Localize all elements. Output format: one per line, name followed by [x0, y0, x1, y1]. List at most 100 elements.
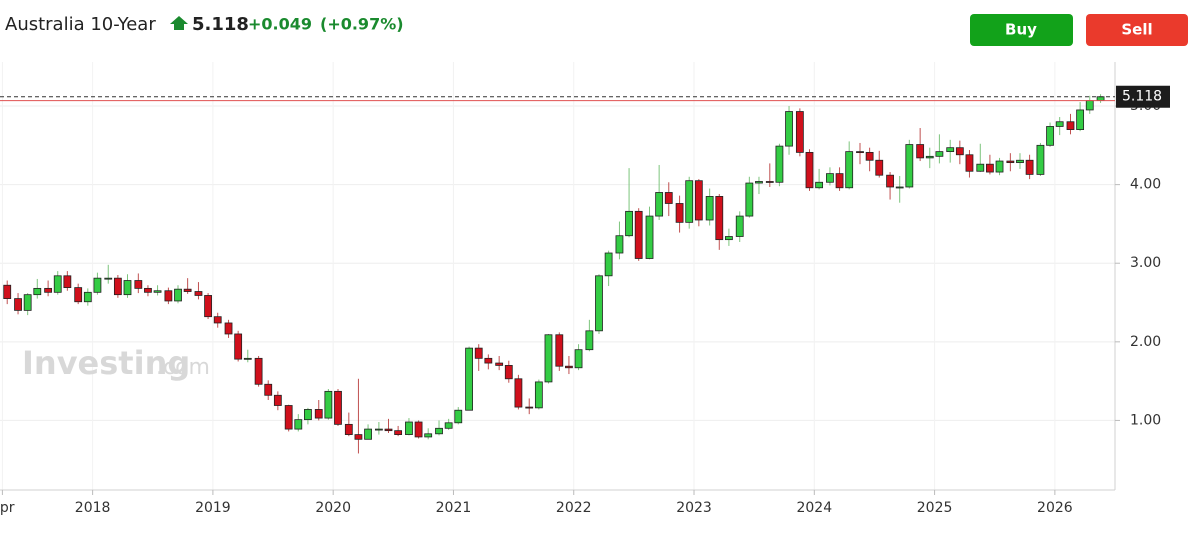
candle-body [856, 151, 864, 154]
candle-body [1006, 160, 1015, 164]
x-tick-label: 2022 [556, 500, 592, 516]
candle-body [254, 357, 263, 385]
candle-body [795, 111, 804, 153]
candle-body [294, 419, 303, 430]
candle-body [925, 155, 934, 159]
candle-body [895, 186, 904, 189]
candle-body [765, 181, 774, 183]
candle-body [134, 280, 143, 289]
candle-body [664, 192, 673, 204]
candle-body [1085, 100, 1094, 111]
candle-body [1055, 121, 1064, 127]
price-change-pct: (+0.97%) [320, 15, 404, 34]
candle-body [604, 252, 613, 277]
candle-body [465, 347, 473, 411]
x-tick-label: 2026 [1037, 500, 1073, 516]
candle-body [986, 163, 994, 173]
candle-body [865, 151, 874, 161]
candle-body [685, 180, 694, 223]
up-arrow [170, 16, 188, 30]
candle-body [93, 277, 102, 293]
x-tick-label: 2023 [676, 500, 712, 516]
y-tick-label: 4.00 [1130, 177, 1161, 193]
candle-body [886, 174, 894, 188]
candle-body [694, 180, 703, 221]
watermark-suffix: .com [156, 355, 210, 380]
buy-button[interactable] [970, 14, 1073, 46]
candle-body [495, 362, 504, 366]
candle-body [615, 235, 624, 254]
candle-body [534, 381, 543, 409]
candle-body [183, 288, 192, 292]
candle-body [1016, 159, 1024, 164]
candle-body [875, 159, 884, 176]
candle-body [44, 287, 53, 293]
watermark-brand: Investing [22, 344, 190, 382]
x-tick-label: Apr [0, 500, 15, 516]
candle-body [273, 394, 282, 406]
candle-body [555, 334, 564, 367]
x-tick-label: 2018 [75, 500, 111, 516]
candle-body [675, 203, 684, 223]
candle-body [634, 210, 643, 259]
candle-body [645, 215, 654, 259]
candle-body [1025, 159, 1034, 175]
candle-body [655, 192, 664, 217]
candle-body [394, 430, 403, 435]
candle-body [14, 298, 22, 311]
candle-body [504, 365, 513, 380]
candle-body [484, 357, 493, 364]
candle-body [104, 277, 113, 280]
candle-body [745, 182, 754, 217]
candle-body [976, 163, 985, 172]
candle-body [304, 409, 312, 421]
candle-body [284, 405, 293, 430]
candle-body [334, 390, 342, 425]
instrument-title: Australia 10-Year [5, 14, 156, 35]
candle-body [374, 428, 383, 431]
candle-body [805, 151, 814, 189]
candle-body [384, 428, 393, 432]
candle-body [785, 111, 793, 147]
candle-body [955, 147, 964, 156]
candle-body [1066, 121, 1075, 130]
buy-label[interactable]: Buy [1005, 21, 1037, 39]
candle-body [424, 433, 433, 438]
candle-body [264, 383, 273, 396]
candle-body [364, 428, 372, 440]
candle-body [625, 210, 633, 237]
sell-label[interactable]: Sell [1121, 21, 1152, 39]
candle-body [53, 275, 62, 293]
x-tick-label: 2021 [436, 500, 472, 516]
candle-body [454, 409, 463, 424]
candle-body [705, 196, 714, 221]
sell-button[interactable] [1086, 14, 1188, 46]
x-tick-label: 2025 [917, 500, 953, 516]
candle-body [314, 409, 323, 419]
candle-body [243, 357, 252, 360]
candle-body [574, 349, 583, 369]
candle-body [23, 294, 32, 311]
candle-body [83, 291, 92, 303]
candle-body [835, 173, 844, 189]
candle-body [405, 421, 413, 435]
candle-body [444, 422, 453, 429]
candle-body [164, 290, 173, 302]
y-tick-label: 2.00 [1130, 334, 1161, 350]
candle-body [595, 275, 603, 332]
candle-body [715, 196, 724, 241]
candle-body [525, 406, 534, 409]
candle-body [965, 154, 974, 172]
candle-body [63, 275, 72, 288]
candle-body [826, 173, 834, 183]
candle-body [735, 215, 744, 237]
candle-body [153, 290, 162, 293]
candle-body [74, 287, 83, 303]
candle-body [213, 316, 222, 324]
candle-body [565, 365, 573, 369]
grid [0, 62, 1115, 490]
candle-body [995, 160, 1004, 173]
candle-body [724, 236, 733, 241]
candle-body [946, 147, 955, 153]
candle-body [815, 181, 824, 189]
